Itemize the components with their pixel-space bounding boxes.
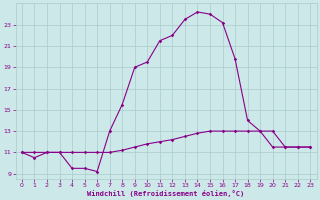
X-axis label: Windchill (Refroidissement éolien,°C): Windchill (Refroidissement éolien,°C) — [87, 190, 245, 197]
